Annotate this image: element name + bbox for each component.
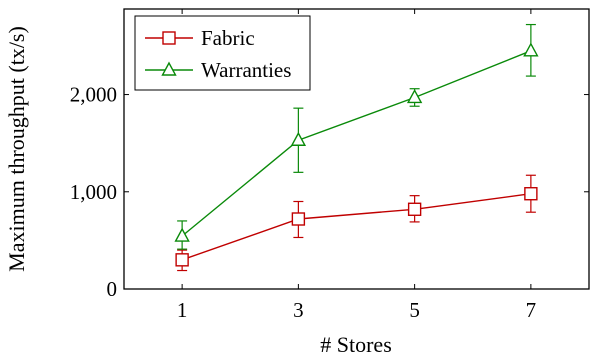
fabric-line [182, 194, 531, 260]
legend: Fabric Warranties [135, 16, 310, 90]
fabric-point [525, 188, 537, 200]
y-tick-label: 2,000 [70, 83, 117, 107]
legend-label-fabric: Fabric [201, 26, 255, 50]
x-tick-label: 5 [409, 298, 420, 322]
warranties-point [176, 229, 189, 241]
legend-label-warranties: Warranties [201, 58, 291, 82]
y-tick-label: 0 [107, 277, 118, 301]
fabric-point [292, 213, 304, 225]
y-tick-label: 1,000 [70, 180, 117, 204]
x-tick-label: 1 [177, 298, 188, 322]
x-tick-label: 7 [526, 298, 537, 322]
y-axis-title: Maximum throughput (tx/s) [4, 26, 29, 272]
fabric-point [176, 254, 188, 266]
fabric-point [409, 203, 421, 215]
warranties-point [408, 90, 421, 102]
series-fabric [176, 175, 537, 270]
legend-marker-fabric [163, 32, 175, 44]
warranties-point [524, 44, 537, 56]
x-tick-label: 3 [293, 298, 304, 322]
x-axis-title: # Stores [320, 332, 392, 357]
